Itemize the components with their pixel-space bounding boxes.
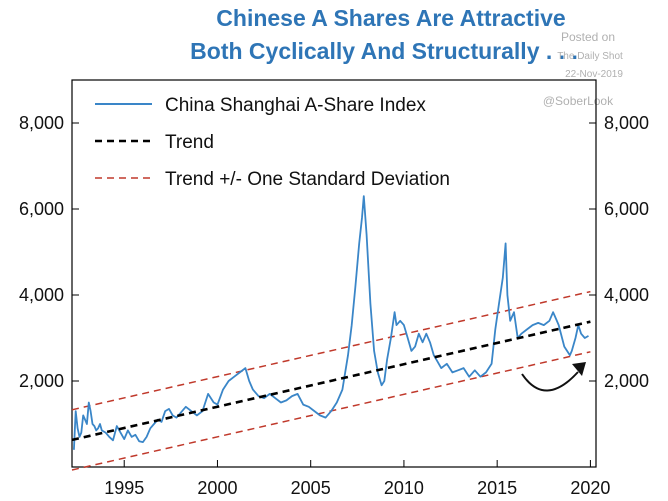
x-tick-label: 1995	[104, 478, 144, 498]
axis-ticks: 2,000 2,000 4,000 4,000 6,000 6,000 8,000 8,000…	[19, 113, 649, 498]
upturn-arrow-icon	[521, 362, 586, 392]
chart-title-line2: Both Cyclically And Structurally . . .	[190, 38, 578, 64]
plot-frame	[71, 79, 597, 468]
band-upper-line	[71, 290, 591, 411]
y-tick-label-left: 2,000	[19, 371, 64, 391]
y-tick-label-left: 8,000	[19, 113, 64, 133]
legend-label-trend: Trend	[165, 132, 214, 153]
legend-label-index: China Shanghai A-Share Index	[165, 95, 426, 116]
x-tick-label: 2020	[570, 478, 610, 498]
x-tick-label: 2000	[197, 478, 237, 498]
chart-title-line1: Chinese A Shares Are Attractive	[216, 5, 565, 31]
y-tick-label-right: 6,000	[604, 199, 649, 219]
y-tick-label-left: 6,000	[19, 199, 64, 219]
series-layer	[71, 195, 591, 471]
watermark-posted: Posted on	[561, 30, 615, 44]
watermark-source: The Daily Shot	[557, 51, 623, 62]
index-series-line	[73, 195, 589, 450]
trend-line	[71, 320, 591, 442]
y-tick-label-left: 4,000	[19, 285, 64, 305]
x-tick-label: 2015	[477, 478, 517, 498]
y-tick-label-right: 2,000	[604, 371, 649, 391]
y-tick-label-right: 4,000	[604, 285, 649, 305]
watermark-handle: @SoberLook	[543, 94, 614, 108]
legend-label-band: Trend +/- One Standard Deviation	[165, 169, 450, 190]
x-tick-label: 2010	[384, 478, 424, 498]
y-tick-label-right: 8,000	[604, 113, 649, 133]
legend: China Shanghai A-Share Index Trend Trend…	[95, 95, 450, 190]
x-tick-label: 2005	[291, 478, 331, 498]
watermark-date: 22-Nov-2019	[565, 69, 623, 80]
